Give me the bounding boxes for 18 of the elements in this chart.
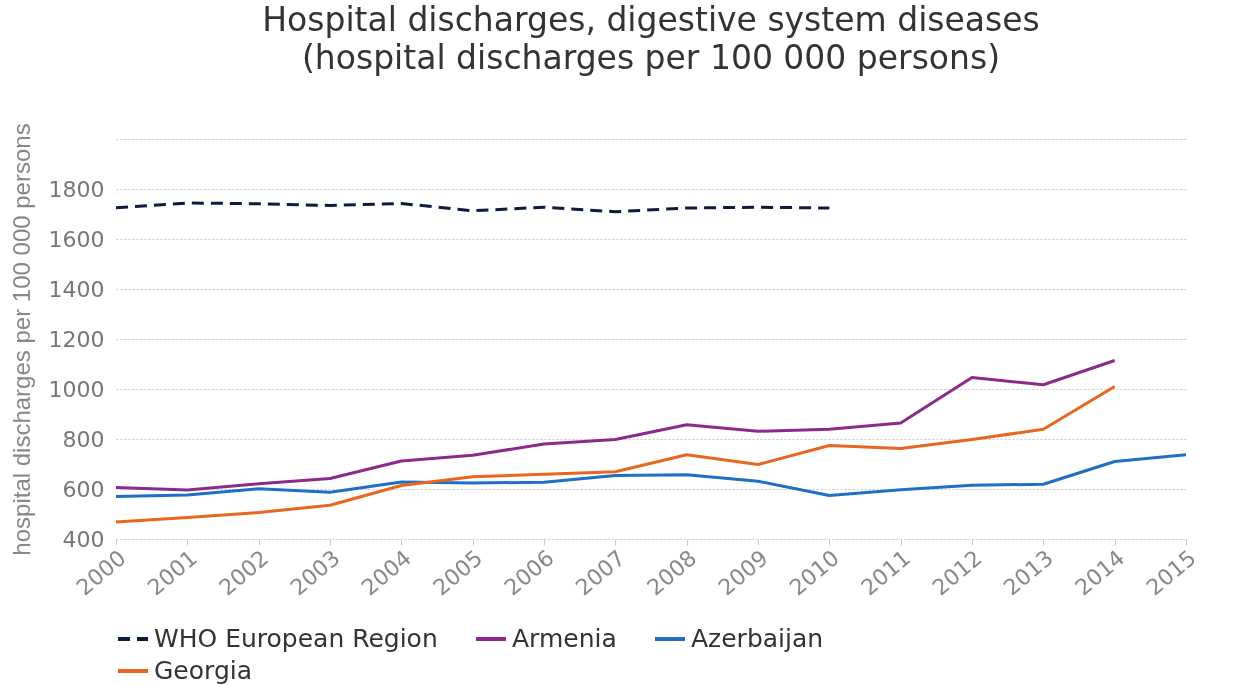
y-tick-label: 800 — [62, 426, 105, 452]
legend-label: Armenia — [512, 624, 617, 653]
y-tick-label: 600 — [62, 476, 105, 502]
y-tick-label: 1200 — [48, 326, 105, 352]
y-tick-label: 1400 — [48, 276, 105, 302]
y-tick-label: 400 — [62, 526, 105, 552]
line-series — [114, 359, 1117, 492]
y-axis-title: hospital discharges per 100 000 persons — [7, 123, 35, 556]
line-series — [114, 385, 1117, 524]
legend-label: Azerbaijan — [691, 624, 824, 653]
y-tick-label: 1600 — [48, 226, 105, 252]
chart-title: Hospital discharges, digestive system diseases (hospital discharges per 100 000 persons) — [262, 0, 1040, 77]
line-series — [114, 453, 1188, 498]
legend-label: WHO European Region — [154, 624, 438, 653]
line-series — [114, 201, 831, 214]
y-tick-label: 1800 — [48, 176, 105, 202]
y-tick-label: 1000 — [48, 376, 105, 402]
legend-label: Georgia — [154, 656, 253, 685]
